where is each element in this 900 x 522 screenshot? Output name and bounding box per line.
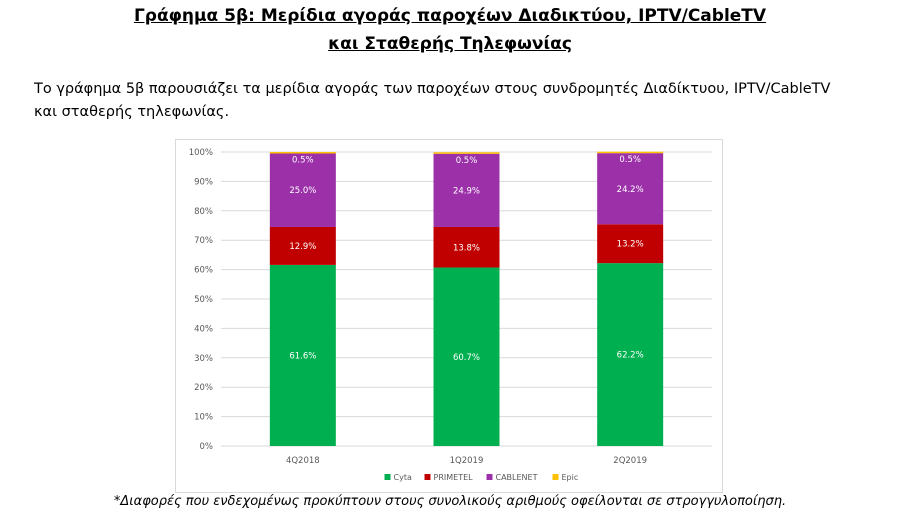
chart-frame: 0% 10% 20% 30% 40% 50% 60% 70% 80% 90% 100% 61.6% 12… — [175, 139, 723, 493]
x-tick-label: 1Q2019 — [450, 456, 484, 466]
y-tick-label: 70% — [194, 236, 213, 246]
y-tick-label: 90% — [194, 177, 213, 187]
bar-segment-primetel — [269, 226, 336, 265]
intro-text-line-2: και σταθερής τηλεφωνίας. — [34, 104, 230, 120]
data-label: 62.2% — [617, 351, 644, 361]
legend-label-cablenet: CABLENET — [496, 473, 538, 482]
data-label: 0.5% — [456, 156, 478, 166]
chart-heading-line-2: και Σταθερής Τηλεφωνίας — [328, 34, 572, 54]
data-label: 25.0% — [289, 186, 316, 196]
y-tick-label: 60% — [194, 266, 213, 276]
legend-label-cyta: Cyta — [394, 473, 412, 482]
bar-segment-cablenet — [597, 153, 664, 225]
data-label: 13.2% — [617, 240, 644, 250]
bar-segment-epic — [269, 152, 336, 154]
data-label: 24.2% — [617, 185, 644, 195]
bar-segment-epic — [433, 152, 500, 154]
bar-segment-cablenet — [433, 153, 500, 227]
data-label: 60.7% — [453, 353, 480, 363]
legend-label-primetel: PRIMETEL — [434, 473, 474, 482]
y-tick-label: 50% — [194, 295, 213, 305]
data-label: 0.5% — [619, 155, 641, 165]
bar-segment-primetel — [597, 224, 664, 264]
chart-heading-line-1: Γράφημα 5β: Μερίδια αγοράς παροχέων Διαδ… — [133, 6, 767, 26]
data-label: 61.6% — [289, 351, 316, 361]
legend-swatch-cablenet — [486, 474, 493, 480]
x-tick-label: 2Q2019 — [613, 456, 647, 466]
bar-segment-cyta — [597, 263, 664, 446]
legend-swatch-epic — [552, 474, 559, 480]
y-tick-label: 20% — [194, 383, 213, 393]
y-tick-label: 30% — [194, 354, 213, 364]
data-label: 13.8% — [453, 243, 480, 253]
bar-segment-primetel — [433, 226, 500, 268]
data-label: 0.5% — [292, 155, 314, 165]
stacked-bar-chart: 0% 10% 20% 30% 40% 50% 60% 70% 80% 90% 100% 61.6% 12… — [189, 148, 712, 482]
legend-swatch-primetel — [424, 474, 431, 480]
legend-label-epic: Epic — [562, 473, 579, 482]
y-tick-label: 10% — [194, 413, 213, 423]
data-label: 24.9% — [453, 186, 480, 196]
y-tick-label: 40% — [194, 324, 213, 334]
y-tick-label: 0% — [200, 442, 214, 452]
footnote: *Διαφορές που ενδεχομένως προκύπτουν στο… — [113, 494, 787, 509]
bar-segment-epic — [597, 151, 664, 154]
data-label: 12.9% — [289, 242, 316, 252]
bar-segment-cyta — [269, 264, 336, 446]
bar-segment-cyta — [433, 267, 500, 446]
y-tick-label: 80% — [194, 207, 213, 217]
x-tick-label: 4Q2018 — [286, 456, 320, 466]
bar-segment-cablenet — [269, 153, 336, 227]
legend-swatch-cyta — [384, 474, 391, 480]
intro-text-line-1: Το γράφημα 5β παρουσιάζει τα μερίδια αγο… — [34, 81, 831, 97]
y-tick-label: 100% — [189, 148, 213, 158]
